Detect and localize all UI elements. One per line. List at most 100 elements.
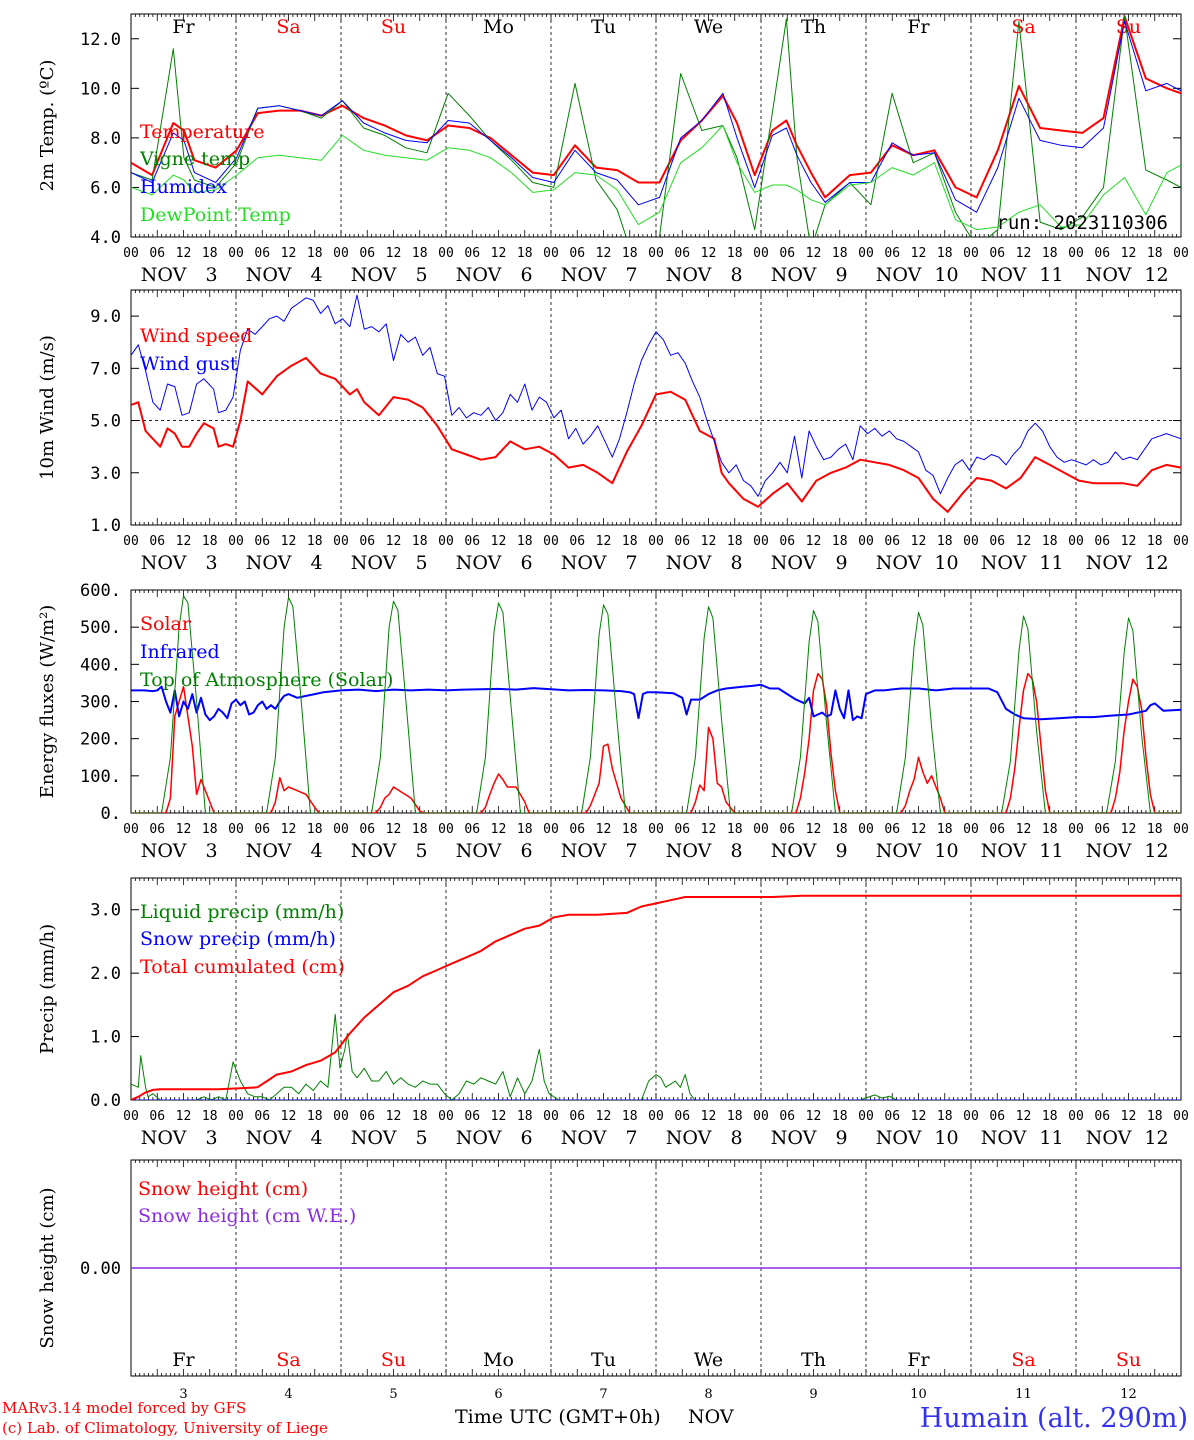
x-hour-label: 06 [1094, 246, 1110, 261]
x-hour-label: 06 [779, 534, 795, 549]
x-month-label: NOV [561, 552, 607, 574]
y-tick-label: 5.0 [90, 412, 121, 432]
x-hour-label: 18 [622, 534, 638, 549]
x-hour-label: 12 [806, 534, 822, 549]
y-tick-label: 1.0 [90, 516, 121, 536]
x-hour-label: 00 [753, 1109, 769, 1124]
x-hour-label: 00 [963, 1109, 979, 1124]
y-axis-title: Precip (mm/h) [37, 924, 58, 1054]
legend-entry: Top of Atmosphere (Solar) [140, 669, 393, 691]
x-hour-label: 18 [202, 822, 218, 837]
x-hour-label: 06 [674, 822, 690, 837]
series-line-top-of-atmosphere-solar [131, 595, 1181, 813]
x-hour-label: 00 [438, 534, 454, 549]
x-hour-label: 00 [228, 1109, 244, 1124]
panels: 4.0 6.0 8.0 10.0 12.0 2m Temp. (ºC) 00 06 12 18 00… [37, 13, 1189, 1402]
x-hour-label: 06 [989, 246, 1005, 261]
x-hour-label: 18 [622, 246, 638, 261]
x-month-label: NOV [561, 1127, 607, 1149]
x-hour-label: 00 [1068, 822, 1084, 837]
x-hour-label: 18 [202, 534, 218, 549]
x-month-label: NOV [456, 840, 502, 862]
x-hour-label: 00 [648, 822, 664, 837]
x-hour-label: 06 [359, 246, 375, 261]
x-month-label: NOV [771, 264, 817, 286]
x-day-number: 6 [520, 1127, 532, 1149]
x-month-label: NOV [141, 1127, 187, 1149]
x-day-number: 5 [415, 552, 427, 574]
x-hour-label: 12 [701, 534, 717, 549]
x-hour-label: 00 [123, 822, 139, 837]
y-tick-label: 0. [101, 804, 121, 824]
x-day-number: 6 [520, 552, 532, 574]
x-hour-label: 18 [832, 534, 848, 549]
x-hour-label: 00 [543, 246, 559, 261]
legend-entry: DewPoint Temp [140, 204, 291, 226]
legend-entry: Snow height (cm W.E.) [138, 1205, 356, 1227]
day-name: Sa [276, 16, 300, 38]
day-name: Sa [1011, 1349, 1035, 1371]
x-month-label: NOV [141, 264, 187, 286]
legend-entry: Temperature [140, 121, 264, 143]
x-hour-label: 12 [806, 246, 822, 261]
series-group [131, 894, 1181, 1100]
x-hour-label: 12 [491, 822, 507, 837]
x-hour-label: 00 [1173, 822, 1189, 837]
y-tick-label: 400. [80, 655, 121, 675]
x-hour-label: 00 [1068, 1109, 1084, 1124]
x-hour-label: 18 [622, 822, 638, 837]
x-month-label: NOV [1086, 552, 1132, 574]
x-hour-label: 06 [779, 1109, 795, 1124]
x-hour-label: 06 [359, 822, 375, 837]
x-hour-label: 12 [1016, 534, 1032, 549]
x-day-number: 7 [625, 1127, 637, 1149]
x-month-label: NOV [141, 840, 187, 862]
legend-entry: Wind speed [140, 325, 252, 347]
day-name: Mo [483, 1349, 514, 1371]
series-line-infrared [131, 683, 1181, 722]
x-month-label: NOV [981, 264, 1027, 286]
x-day-number: 5 [415, 264, 427, 286]
x-hour-label: 06 [254, 534, 270, 549]
x-day-number: 10 [934, 264, 958, 286]
x-hour-label: 12 [491, 534, 507, 549]
x-hour-label: 06 [464, 534, 480, 549]
x-axis-month: NOV [688, 1406, 734, 1428]
day-name: Mo [483, 16, 514, 38]
x-hour-label: 18 [412, 1109, 428, 1124]
x-hour-label: 18 [1042, 822, 1058, 837]
x-hour-label: 00 [228, 822, 244, 837]
x-day-number: 3 [205, 552, 217, 574]
y-tick-label: 10.0 [80, 79, 121, 99]
x-day-number: 6 [520, 264, 532, 286]
y-tick-label: 4.0 [90, 228, 121, 248]
x-day-number: 9 [835, 840, 847, 862]
x-day-number: 4 [310, 840, 322, 862]
x-hour-label: 06 [1094, 1109, 1110, 1124]
y-axis-title: 10m Wind (m/s) [37, 335, 58, 480]
x-day-number: 3 [205, 840, 217, 862]
x-hour-label: 18 [1042, 534, 1058, 549]
x-hour-label: 06 [149, 534, 165, 549]
x-hour-label: 00 [123, 534, 139, 549]
x-day-number: 5 [389, 1387, 397, 1402]
x-hour-label: 06 [779, 246, 795, 261]
panel-energy: 0. 100. 200. 300. 400. 500. 600. Energy fluxes … [37, 581, 1189, 862]
x-hour-label: 00 [1173, 246, 1189, 261]
x-month-label: NOV [771, 840, 817, 862]
x-day-number: 3 [179, 1387, 187, 1402]
panel-frame [130, 589, 1182, 814]
x-hour-label: 18 [1042, 1109, 1058, 1124]
x-hour-label: 00 [333, 822, 349, 837]
x-hour-label: 06 [989, 822, 1005, 837]
series-line-solar [131, 672, 1181, 813]
y-tick-label: 3.0 [90, 901, 121, 921]
y-axis-title: Snow height (cm) [37, 1187, 58, 1348]
x-hour-label: 18 [517, 1109, 533, 1124]
series-group [131, 595, 1181, 813]
x-hour-label: 12 [701, 822, 717, 837]
x-hour-label: 00 [1173, 534, 1189, 549]
x-day-number: 9 [835, 552, 847, 574]
x-hour-label: 18 [727, 822, 743, 837]
x-month-label: NOV [351, 264, 397, 286]
